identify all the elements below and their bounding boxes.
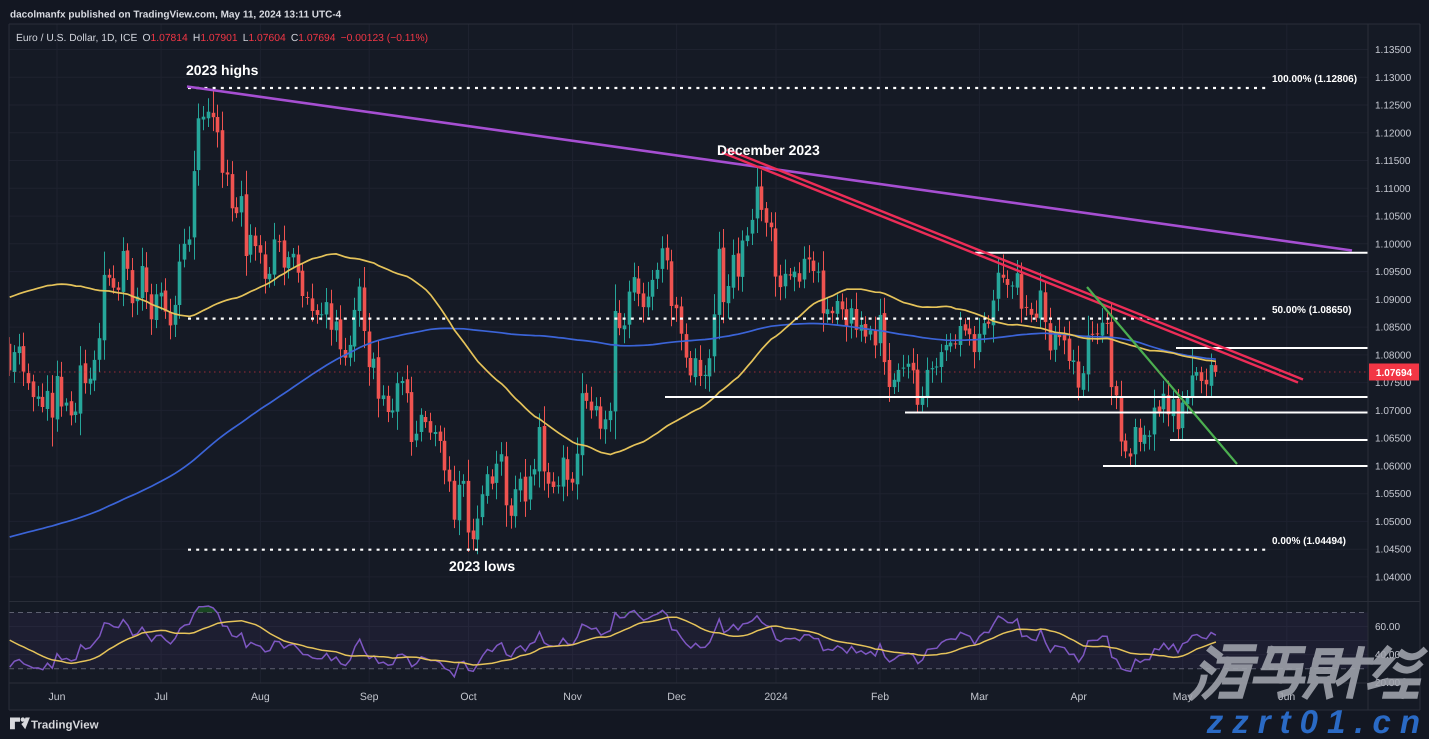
svg-text:1.13500: 1.13500 bbox=[1375, 45, 1412, 56]
svg-text:1.04000: 1.04000 bbox=[1375, 572, 1412, 583]
svg-text:Dec: Dec bbox=[667, 691, 686, 703]
svg-text:1.11500: 1.11500 bbox=[1375, 156, 1411, 167]
svg-text:1.12500: 1.12500 bbox=[1375, 101, 1412, 112]
svg-text:0.00% (1.04494): 0.00% (1.04494) bbox=[1272, 536, 1346, 547]
svg-text:TradingView: TradingView bbox=[31, 720, 99, 732]
svg-text:1.05000: 1.05000 bbox=[1375, 517, 1412, 528]
svg-text:Apr: Apr bbox=[1071, 691, 1088, 703]
svg-text:1.10000: 1.10000 bbox=[1375, 239, 1412, 250]
svg-text:1.10500: 1.10500 bbox=[1375, 212, 1412, 223]
svg-text:1.11000: 1.11000 bbox=[1375, 184, 1411, 195]
svg-text:Feb: Feb bbox=[871, 691, 889, 703]
svg-text:100.00% (1.12806): 100.00% (1.12806) bbox=[1272, 74, 1357, 85]
svg-text:50.00% (1.08650): 50.00% (1.08650) bbox=[1272, 305, 1352, 316]
svg-text:zzrt01.cn: zzrt01.cn bbox=[1206, 703, 1429, 739]
svg-text:Mar: Mar bbox=[970, 691, 989, 703]
svg-text:Oct: Oct bbox=[460, 691, 476, 703]
svg-text:1.12000: 1.12000 bbox=[1375, 128, 1412, 139]
svg-text:Aug: Aug bbox=[251, 691, 270, 703]
svg-text:1.07500: 1.07500 bbox=[1375, 378, 1412, 389]
svg-text:Nov: Nov bbox=[563, 691, 582, 703]
svg-text:Jul: Jul bbox=[154, 691, 167, 703]
svg-text:1.06000: 1.06000 bbox=[1375, 461, 1412, 472]
svg-text:1.04500: 1.04500 bbox=[1375, 545, 1412, 556]
svg-text:1.09500: 1.09500 bbox=[1375, 267, 1412, 278]
svg-text:Euro / U.S. Dollar, 1D, ICE O1: Euro / U.S. Dollar, 1D, ICE O1.07814 H1.… bbox=[16, 33, 428, 44]
svg-text:2023 lows: 2023 lows bbox=[449, 558, 515, 574]
svg-text:1.06500: 1.06500 bbox=[1375, 434, 1412, 445]
svg-text:Sep: Sep bbox=[360, 691, 379, 703]
svg-text:May: May bbox=[1173, 691, 1194, 703]
svg-text:December 2023: December 2023 bbox=[717, 142, 820, 158]
svg-text:1.08000: 1.08000 bbox=[1375, 350, 1412, 361]
svg-text:1.08500: 1.08500 bbox=[1375, 323, 1412, 334]
svg-text:1.13000: 1.13000 bbox=[1375, 73, 1412, 84]
svg-text:1.05500: 1.05500 bbox=[1375, 489, 1412, 500]
svg-text:40.00: 40.00 bbox=[1375, 650, 1400, 661]
svg-text:2024: 2024 bbox=[764, 691, 788, 703]
svg-text:1.07694: 1.07694 bbox=[1376, 368, 1413, 379]
svg-text:1.07000: 1.07000 bbox=[1375, 406, 1412, 417]
svg-text:2023 highs: 2023 highs bbox=[186, 62, 259, 78]
svg-text:60.00: 60.00 bbox=[1375, 622, 1400, 633]
svg-text:Jun: Jun bbox=[49, 691, 66, 703]
svg-text:dacolmanfx published on Tradin: dacolmanfx published on TradingView.com,… bbox=[10, 10, 342, 21]
svg-text:1.09000: 1.09000 bbox=[1375, 295, 1412, 306]
